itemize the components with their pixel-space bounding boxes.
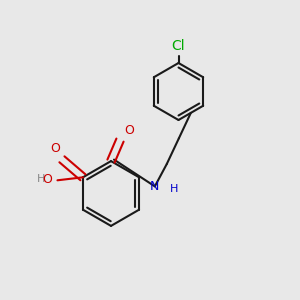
- Text: O: O: [42, 173, 52, 186]
- Text: O: O: [124, 124, 134, 137]
- Text: Cl: Cl: [172, 38, 185, 52]
- Text: O: O: [51, 142, 60, 155]
- Text: H: H: [170, 184, 178, 194]
- Text: H: H: [37, 174, 45, 184]
- Text: N: N: [150, 180, 160, 193]
